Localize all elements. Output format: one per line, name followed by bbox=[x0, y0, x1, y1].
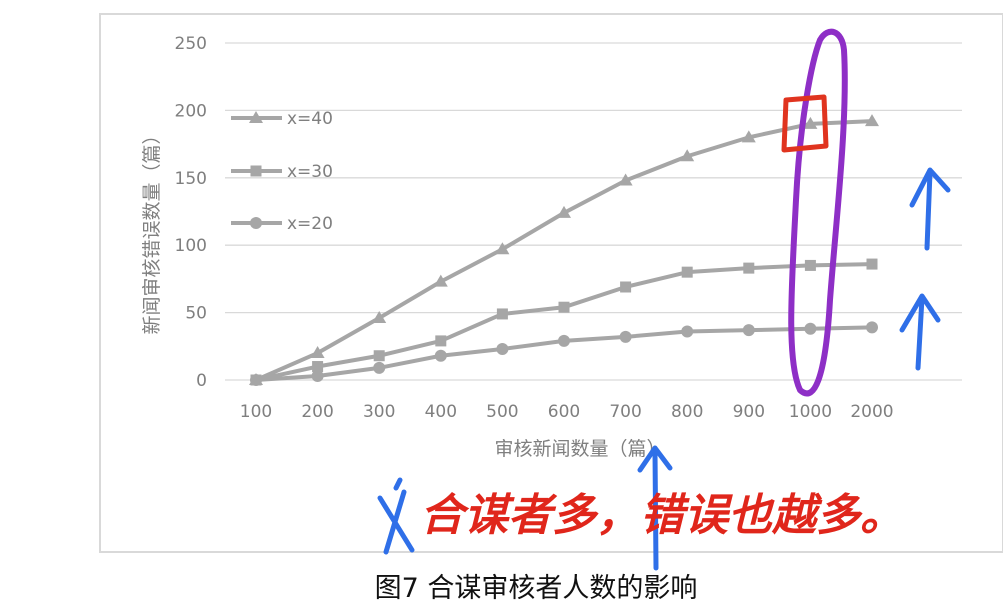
data-point bbox=[681, 325, 694, 338]
legend: x=40 x=30 x=20 bbox=[231, 109, 333, 234]
data-point bbox=[372, 310, 387, 323]
data-point bbox=[681, 266, 693, 278]
data-point bbox=[496, 308, 508, 320]
y-tick-label: 250 bbox=[175, 34, 207, 54]
legend-marker bbox=[249, 111, 263, 123]
highlight-ellipse bbox=[788, 28, 848, 397]
data-point bbox=[373, 350, 385, 362]
y-tick-label: 100 bbox=[175, 236, 207, 256]
legend-item: x=30 bbox=[231, 162, 333, 182]
data-point bbox=[620, 281, 632, 293]
y-tick-labels: 0 50 100 150 200 250 bbox=[175, 34, 207, 391]
legend-label: x=40 bbox=[287, 109, 333, 129]
data-point bbox=[312, 361, 324, 373]
figure-caption: 图7 合谋审核者人数的影响 bbox=[375, 573, 698, 604]
data-point bbox=[250, 374, 262, 386]
legend-label: x=30 bbox=[287, 162, 333, 182]
series-x=40 bbox=[249, 114, 879, 385]
legend-marker bbox=[250, 217, 262, 229]
x-tick-label: 2000 bbox=[850, 402, 893, 422]
data-point bbox=[557, 205, 571, 218]
y-tick-label: 150 bbox=[175, 169, 207, 189]
legend-item: x=40 bbox=[231, 109, 333, 129]
data-point bbox=[310, 346, 325, 359]
legend-marker bbox=[250, 165, 262, 177]
data-point bbox=[865, 114, 879, 127]
data-point bbox=[311, 369, 324, 382]
data-point bbox=[743, 262, 755, 274]
data-point bbox=[619, 330, 632, 343]
data-point bbox=[435, 335, 447, 347]
series-x=30 bbox=[250, 258, 878, 386]
y-tick-label: 50 bbox=[185, 304, 207, 324]
data-point bbox=[558, 334, 570, 347]
data-point bbox=[373, 361, 386, 374]
up-arrow-icon bbox=[899, 293, 941, 371]
data-point bbox=[803, 116, 818, 129]
data-point bbox=[558, 301, 570, 313]
data-point bbox=[866, 321, 878, 334]
handwritten-note: 合谋者多，错误也越多。 bbox=[420, 490, 904, 541]
data-point bbox=[680, 149, 695, 162]
x-axis-label: 审核新闻数量（篇） bbox=[494, 438, 665, 460]
chart-frame bbox=[99, 13, 1003, 553]
legend-label: x=20 bbox=[287, 214, 333, 234]
data-point bbox=[741, 130, 756, 143]
data-point bbox=[618, 173, 633, 186]
series-layer bbox=[249, 114, 879, 386]
data-point bbox=[495, 242, 510, 255]
up-arrow-icon bbox=[909, 167, 951, 251]
data-point bbox=[804, 322, 817, 335]
legend-item: x=20 bbox=[231, 214, 333, 234]
data-point bbox=[434, 349, 447, 362]
x-tick-label: 900 bbox=[733, 402, 765, 422]
x-tick-label: 100 bbox=[240, 402, 272, 422]
x-tick-label: 400 bbox=[425, 402, 457, 422]
y-tick-label: 0 bbox=[196, 371, 207, 391]
x-tick-label: 800 bbox=[671, 402, 703, 422]
gridlines bbox=[225, 42, 962, 381]
data-point bbox=[866, 258, 878, 270]
x-tick-label: 700 bbox=[609, 402, 641, 422]
cross-mark-icon bbox=[377, 477, 415, 555]
x-tick-label: 1000 bbox=[789, 402, 832, 422]
x-tick-label: 500 bbox=[486, 402, 518, 422]
data-point bbox=[804, 259, 816, 271]
y-tick-label: 200 bbox=[175, 101, 207, 121]
highlight-square bbox=[781, 94, 829, 153]
up-arrow-icon bbox=[637, 445, 673, 571]
data-point bbox=[742, 324, 755, 337]
x-tick-label: 300 bbox=[363, 402, 395, 422]
data-point bbox=[496, 342, 509, 355]
x-tick-label: 200 bbox=[301, 402, 333, 422]
data-point bbox=[433, 274, 448, 287]
x-tick-labels: 100 200 300 400 500 600 700 800 900 1000 2000 bbox=[240, 402, 894, 422]
x-tick-label: 600 bbox=[548, 402, 580, 422]
series-x=20 bbox=[250, 321, 878, 386]
y-axis-label: 新闻审核错误数量（篇） bbox=[141, 125, 163, 334]
